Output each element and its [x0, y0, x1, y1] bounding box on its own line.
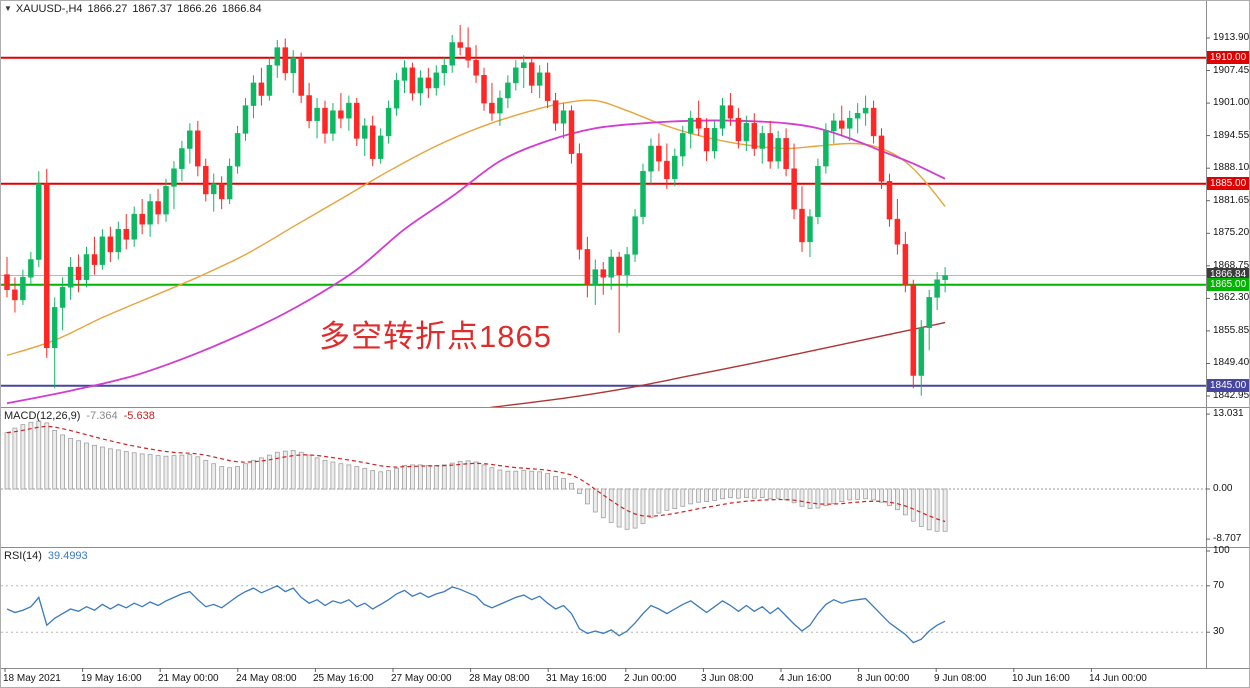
- time-axis-label: 14 Jun 00:00: [1089, 673, 1147, 684]
- current-price-tag: 1866.84: [1207, 268, 1249, 281]
- rsi-indicator-label: RSI(14) 39.4993: [4, 550, 94, 562]
- price-axis-label: 1913.90: [1213, 32, 1250, 43]
- open-value: 1866.27: [87, 3, 128, 15]
- time-axis-label: 9 Jun 08:00: [934, 673, 987, 684]
- macd-main-value: -7.364: [86, 410, 118, 422]
- time-axis-label: 2 Jun 00:00: [624, 673, 677, 684]
- price-axis-label: 1894.55: [1213, 130, 1250, 141]
- time-axis-label: 25 May 16:00: [313, 673, 374, 684]
- time-axis-label: 31 May 16:00: [546, 673, 607, 684]
- candles-layer[interactable]: [4, 24, 948, 396]
- symbol-ohlc-header: ▼ XAUUSD-,H4 1866.27 1867.37 1866.26 1866.84: [4, 3, 267, 15]
- high-value: 1867.37: [132, 3, 173, 15]
- annotation-text[interactable]: 多空转折点1865: [319, 319, 552, 354]
- macd-axis-label: -8.707: [1213, 533, 1242, 544]
- price-tag-1885.00: 1885.00: [1207, 177, 1249, 190]
- rsi-axis-label: 30: [1213, 626, 1225, 637]
- macd-histogram: [4, 420, 948, 532]
- close-value: 1866.84: [221, 3, 262, 15]
- rsi-name: RSI(14): [4, 550, 42, 562]
- time-axis-label: 10 Jun 16:00: [1012, 673, 1070, 684]
- macd-indicator-label: MACD(12,26,9) -7.364 -5.638: [4, 410, 161, 422]
- time-axis-label: 3 Jun 08:00: [701, 673, 754, 684]
- ma-magenta: [6, 119, 946, 405]
- price-axis-label: 1907.45: [1213, 65, 1250, 76]
- price-axis-label: 1881.65: [1213, 195, 1250, 206]
- time-axis-label: 28 May 08:00: [469, 673, 530, 684]
- rsi-value: 39.4993: [47, 550, 88, 562]
- time-axis-label: 19 May 16:00: [81, 673, 142, 684]
- time-axis-label: 8 Jun 00:00: [857, 673, 910, 684]
- price-tag-1910.00: 1910.00: [1207, 51, 1249, 64]
- rsi-axis-label: 70: [1213, 580, 1225, 591]
- price-axis-label: 1842.95: [1213, 390, 1250, 401]
- low-value: 1866.26: [177, 3, 217, 15]
- symbol-period-label: XAUUSD-,H4: [15, 3, 83, 15]
- rsi-axis-label: 100: [1213, 545, 1230, 556]
- time-axis-label: 27 May 00:00: [391, 673, 452, 684]
- ma-darkred: [489, 321, 946, 407]
- rsi-line: [6, 585, 946, 644]
- time-axis-label: 24 May 08:00: [236, 673, 297, 684]
- price-axis-label: 1862.30: [1213, 292, 1250, 303]
- price-axis-label: 1901.00: [1213, 97, 1250, 108]
- macd-signal-line: [6, 425, 946, 523]
- macd-signal-value: -5.638: [123, 410, 155, 422]
- macd-axis-label: 0.00: [1213, 483, 1233, 494]
- price-axis-label: 1855.85: [1213, 325, 1250, 336]
- time-axis-label: 4 Jun 16:00: [779, 673, 832, 684]
- price-axis-label: 1888.10: [1213, 162, 1250, 173]
- price-axis-label: 1875.20: [1213, 227, 1250, 238]
- price-axis-label: 1868.75: [1213, 260, 1250, 271]
- macd-axis-label: 13.031: [1213, 408, 1244, 419]
- price-tag-1845.00: 1845.00: [1207, 379, 1249, 392]
- price-tag-1865.00: 1865.00: [1207, 278, 1249, 291]
- time-axis-label: 18 May 2021: [3, 673, 61, 684]
- collapse-icon[interactable]: ▼: [4, 4, 12, 13]
- macd-name: MACD(12,26,9): [4, 410, 81, 422]
- time-axis-label: 21 May 00:00: [158, 673, 219, 684]
- price-panel[interactable]: [4, 24, 948, 466]
- price-axis-label: 1849.40: [1213, 357, 1250, 368]
